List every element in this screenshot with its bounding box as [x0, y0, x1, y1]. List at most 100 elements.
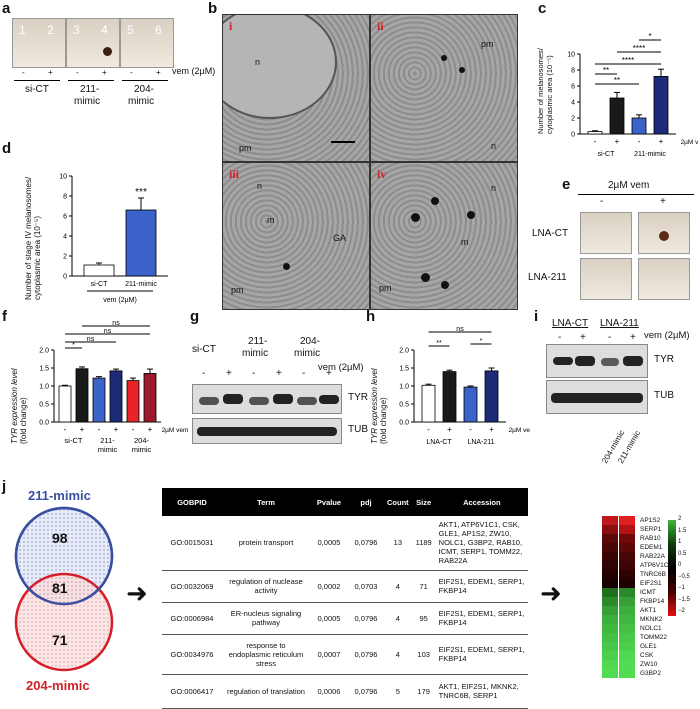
heatmap-cell [602, 534, 618, 543]
panel-letter-h: h [366, 308, 376, 325]
y-tick-label: 1.5 [39, 366, 49, 373]
sign: + [148, 425, 153, 434]
y-tick-label: 2.0 [39, 348, 49, 355]
cell-id: GO:0034976 [162, 634, 222, 675]
row-label: LNA-CT [532, 228, 569, 239]
y-tick-label: 8 [571, 68, 575, 75]
ylabel: TYR expression level (fold change) [10, 368, 28, 444]
cell-accession: EIF2S1, EDEM1, SERP1, FKBP14 [435, 602, 528, 635]
sign: - [202, 368, 206, 379]
group-label: LNA-211 [467, 439, 494, 446]
sign: - [130, 68, 133, 77]
cell-count: 13 [384, 516, 412, 571]
cell-padj: 0,0796 [348, 602, 384, 635]
group-label: mimic [98, 445, 118, 454]
heatmap-cell [619, 525, 635, 534]
heatmap-cell [602, 615, 618, 624]
tube-photo [580, 258, 632, 300]
sig-label: * [648, 32, 651, 41]
sig-label: ** [436, 340, 442, 347]
row-label: LNA-211 [528, 272, 567, 283]
panel-letter-b: b [208, 0, 218, 17]
cell-accession: AKT1, ATP6V1C1, CSK, GLE1, AP1S2, ZW10, … [435, 516, 528, 571]
table-row: GO:0006984 ER-nucleus signaling pathway … [162, 602, 528, 635]
group-label: 204- [300, 336, 321, 347]
group-label: 211- [248, 336, 268, 347]
sign: + [630, 332, 636, 343]
gene-label: ZW10 [640, 661, 658, 668]
venn-label-211: 211-mimic [28, 488, 91, 503]
y-tick-label: 0.5 [39, 402, 49, 409]
heatmap-gene-labels: AP1S2 SERP1 RAB10 EDEM1 RAB22A ATP6V1C1 TNRC6B… [640, 516, 680, 682]
sig-label: **** [622, 56, 634, 65]
chart-h-svg: 0.0 0.5 1.0 1.5 2.0 - + - +2µM vem LNA-CT LNA-211 *… [399, 326, 530, 446]
panel-d: Number of stage IV melanosomes/cytoplasm… [14, 150, 194, 310]
table-row: GO:0015031 protein transport 0,0005 0,07… [162, 516, 528, 571]
vem-label: 2µM vem [162, 427, 188, 434]
y-tick-label: 2.0 [399, 348, 409, 355]
em-label: pm [481, 39, 494, 49]
cell-accession: EIF2S1, EDEM1, SERP1, FKBP14 [435, 634, 528, 675]
tube-photo-sict: 1 2 [12, 18, 66, 68]
table-row: GO:0032069 regulation of nuclease activi… [162, 570, 528, 603]
y-tick-label: 2 [63, 254, 67, 261]
header: 2µM vem [608, 180, 650, 191]
sign: - [469, 425, 472, 434]
sign: + [326, 368, 332, 379]
em-label: n [491, 141, 497, 151]
heatmap-cell [602, 552, 618, 561]
panel-letter-i: i [534, 308, 539, 325]
gene-label: NOLC1 [640, 625, 662, 632]
vem-label: vem (2µM) [644, 330, 690, 341]
bar [587, 131, 603, 135]
col-header: Term [222, 488, 310, 516]
gene-label: RAB22A [640, 553, 665, 560]
scale-bar [331, 141, 355, 143]
col-header: pdj [348, 488, 384, 516]
bar [75, 368, 89, 423]
y-tick-label: 10 [59, 174, 67, 181]
category-label: si-CT [91, 281, 108, 288]
pellet-dark [103, 47, 112, 56]
sig-label: **** [633, 44, 645, 53]
panel-letter-d: d [2, 140, 12, 157]
heatmap-cell [619, 570, 635, 579]
group-label: 204- [134, 84, 155, 95]
ylabel: Number of stage IV melanosomes/cytoplasm… [24, 176, 42, 300]
gene-label: CSK [640, 652, 654, 659]
y-tick-label: 6 [571, 84, 575, 91]
group-label: mimic [74, 96, 101, 107]
panel-letter-c: c [538, 0, 547, 17]
sig-label: *** [135, 187, 147, 198]
panel-letter-a: a [2, 0, 11, 17]
gene-label: RAB10 [640, 535, 661, 542]
group-label: si-CT [598, 151, 615, 158]
sig-label: ns [112, 320, 120, 327]
heatmap-cell [619, 624, 635, 633]
group-label: si-CT [192, 344, 216, 355]
heatmap-cell [619, 579, 635, 588]
ylabel: Number of melanosomes/cytoplasmic area (… [536, 48, 554, 134]
gene-label: MKNK2 [640, 616, 663, 623]
y-tick-label: 4 [63, 234, 67, 241]
em-label: GA [333, 233, 347, 243]
colorbar-tick-label: 1 [678, 539, 682, 545]
colorbar-tick-label: 1.5 [678, 527, 687, 534]
col-header: Accession [435, 488, 528, 516]
sign: + [114, 425, 119, 434]
colorbar-tick-label: −1 [678, 585, 685, 591]
bar [442, 371, 457, 423]
sign: + [447, 425, 452, 434]
sign: - [98, 425, 101, 434]
sig-label: ** [603, 66, 609, 75]
row-label: TYR [654, 354, 674, 365]
y-tick-label: 1.0 [39, 384, 49, 391]
em-quadrant-label: iii [229, 167, 240, 181]
sign: + [156, 68, 161, 77]
gene-label: EIF2S1 [640, 580, 662, 587]
bar [609, 97, 625, 135]
bar [125, 209, 157, 277]
gene-label: FKBP14 [640, 598, 665, 605]
category-label: 211-mimic [125, 281, 157, 288]
